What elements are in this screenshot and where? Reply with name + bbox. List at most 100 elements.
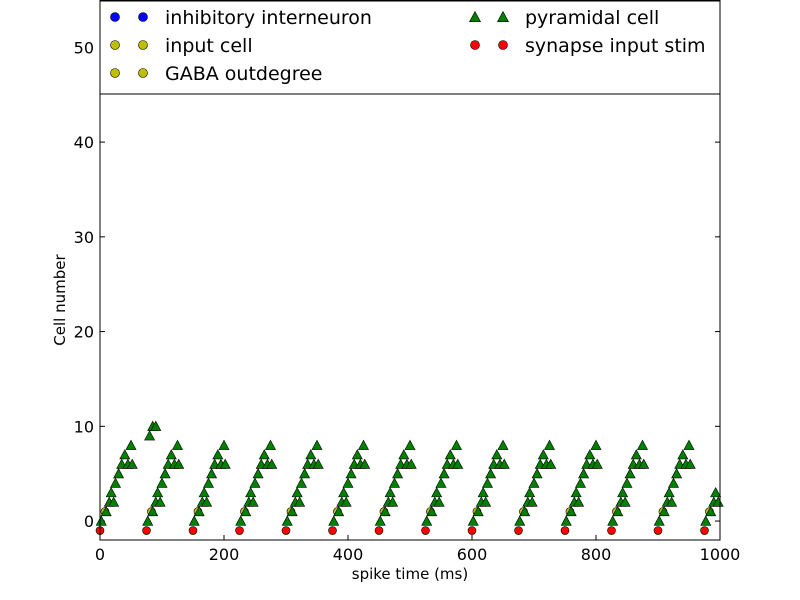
synapse-input-stim-point [421,526,430,535]
pyramidal-cell-point [351,449,363,460]
plot-frame [99,0,721,541]
pyramidal-cell-point [480,496,492,507]
pyramidal-cell-point [150,420,162,431]
pyramidal-cell-point [584,449,596,460]
pyramidal-cell-point [105,487,117,498]
pyramidal-cell-point [345,468,357,479]
synapse-input-stim-point [653,526,663,535]
legend-label-inhibitory-interneuron: inhibitory interneuron [165,7,372,29]
pyramidal-cell-point [591,458,603,469]
pyramidal-cell-point [156,477,168,488]
pyramidal-cell-point [109,477,122,488]
pyramidal-cell-point [328,515,340,526]
pyramidal-cell-point [485,468,497,479]
pyramidal-cell-point [666,496,678,507]
pyramidal-cell-point [333,505,345,517]
pyramidal-cell-point [573,496,585,507]
pyramidal-cell-point [526,496,538,507]
pyramidal-cell-point [108,496,120,507]
pyramidal-cell-point [193,505,205,517]
pyramidal-cell-point [388,477,401,488]
pyramidal-cell-point [421,515,433,526]
x-tick-label: 1000 [700,545,741,564]
pyramidal-cell-point [630,449,642,460]
pyramidal-cell-point [491,449,503,460]
pyramidal-cell-point [607,515,619,526]
pyramidal-cell-point [188,515,200,526]
pyramidal-cell-point [245,487,257,498]
pyramidal-cell-point [295,477,308,488]
pyramidal-cell-point [570,487,582,498]
pyramidal-cell-point [247,496,259,507]
y-tick-label: 0 [84,512,94,531]
pyramidal-cell-point [159,468,171,479]
x-tick-label: 800 [581,545,612,564]
pyramidal-cell-point [671,468,683,479]
pyramidal-cell-point [431,487,443,498]
pyramidal-cell-point [359,458,371,469]
pyramidal-cell-point [171,439,184,450]
y-tick-label: 40 [74,133,94,152]
pyramidal-cell-point [574,477,587,488]
pyramidal-cell-point [663,487,675,498]
pyramidal-cell-point [266,458,278,469]
pyramidal-cell-point [198,487,210,498]
pyramidal-cell-point [281,515,293,526]
pyramidal-cell-point [154,496,166,507]
pyramidal-cell-point [444,449,456,460]
legend-marker-inhibitory-interneuron [110,12,120,22]
pyramidal-cell-point [712,496,724,507]
pyramidal-cell-point [264,439,277,450]
legend-marker-pyramidal-cell [468,10,482,22]
pyramidal-cell-point [206,468,218,479]
pyramidal-cell-point [467,515,479,526]
pyramidal-cell-point [705,505,717,517]
legend-label-pyramidal-cell: pyramidal cell [525,7,659,29]
pyramidal-cell-point [612,505,624,517]
synapse-input-stim-point [514,526,523,535]
pyramidal-cell-point [147,505,159,517]
pyramidal-cell-point [653,515,665,526]
legend-marker-synapse-input-stim [498,40,508,50]
pyramidal-cell-point [249,477,261,488]
x-tick-label: 600 [457,545,488,564]
pyramidal-cell-point [617,487,629,498]
legend-marker-inhibitory-interneuron [138,12,148,22]
pyramidal-cell-point [684,458,696,469]
pyramidal-cell-point [683,439,695,450]
y-tick-label: 10 [74,417,94,436]
pyramidal-cell-point [710,487,722,498]
pyramidal-cell-point [387,496,399,507]
legend: inhibitory interneuron input cell GABA out… [99,0,721,95]
x-tick-label: 400 [333,545,364,564]
pyramidal-cell-point [498,458,510,469]
pyramidal-cell-point [700,515,712,526]
pyramidal-cell-point [578,468,590,479]
legend-marker-GABA-outdegree [138,68,148,78]
pyramidal-cell-point [252,468,264,479]
pyramidal-cell-point [165,449,177,460]
pyramidal-cell-point [621,477,633,488]
pyramidal-cell-point [472,505,484,517]
y-tick-label: 30 [74,228,94,247]
pyramidal-cell-point [426,505,438,517]
pyramidal-cell-point [477,487,489,498]
pyramidal-cell-point [201,496,213,507]
pyramidal-cell-point [340,496,352,507]
legend-marker-pyramidal-cell [496,10,510,22]
synapse-input-stim-point [560,526,570,535]
pyramidal-cell-point [144,430,156,441]
pyramidal-cell-point [384,487,396,498]
pyramidal-cell-point [560,515,572,526]
synapse-input-stim-point [142,526,151,535]
pyramidal-cell-point [338,487,350,498]
x-axis-label: spike time (ms) [352,565,468,583]
pyramidal-cell-point [404,439,416,450]
pyramidal-cell-point [438,468,450,479]
synapse-input-stim-point [607,526,616,535]
synapse-input-stim-point [235,526,244,535]
pyramidal-cell-point [219,458,231,469]
pyramidal-cell-point [113,468,125,479]
pyramidal-cell-point [545,458,557,469]
pyramidal-cell-point [636,439,649,450]
